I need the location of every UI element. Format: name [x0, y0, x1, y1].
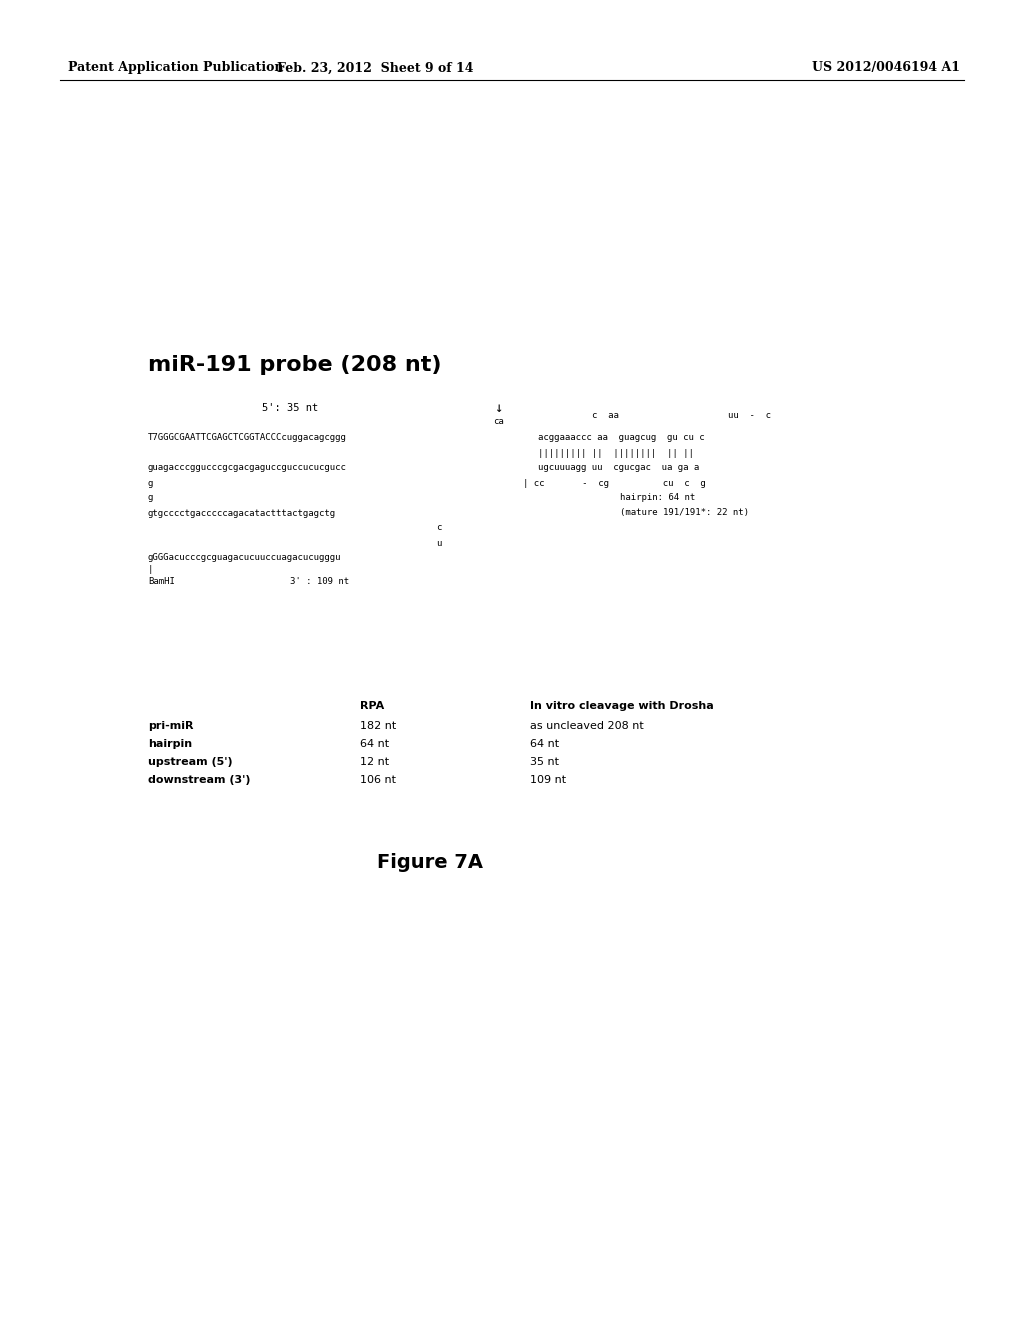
Text: hairpin: 64 nt: hairpin: 64 nt — [620, 494, 695, 503]
Text: 35 nt: 35 nt — [530, 756, 559, 767]
Text: RPA: RPA — [360, 701, 384, 711]
Text: upstream (5'): upstream (5') — [148, 756, 232, 767]
Text: 64 nt: 64 nt — [530, 739, 559, 748]
Text: gGGGacucccgcguagacucuuccuagacucugggu: gGGGacucccgcguagacucuuccuagacucugggu — [148, 553, 341, 562]
Text: acggaaaccc aa  guagcug  gu cu c: acggaaaccc aa guagcug gu cu c — [538, 433, 705, 442]
Text: T7GGGCGAATTCGAGCTCGGTACCCcuggacagcggg: T7GGGCGAATTCGAGCTCGGTACCCcuggacagcggg — [148, 433, 347, 442]
Text: 5': 35 nt: 5': 35 nt — [262, 403, 318, 413]
Text: (mature 191/191*: 22 nt): (mature 191/191*: 22 nt) — [620, 508, 749, 517]
Text: pri-miR: pri-miR — [148, 721, 194, 731]
Text: c: c — [436, 524, 441, 532]
Text: 12 nt: 12 nt — [360, 756, 389, 767]
Text: 109 nt: 109 nt — [530, 775, 566, 785]
Text: Feb. 23, 2012  Sheet 9 of 14: Feb. 23, 2012 Sheet 9 of 14 — [276, 62, 473, 74]
Text: Figure 7A: Figure 7A — [377, 853, 483, 871]
Text: gtgcccctgacccccagacatactttactgagctg: gtgcccctgacccccagacatactttactgagctg — [148, 508, 336, 517]
Text: 3' : 109 nt: 3' : 109 nt — [290, 578, 349, 586]
Text: |: | — [148, 565, 154, 574]
Text: g: g — [148, 479, 154, 487]
Text: In vitro cleavage with Drosha: In vitro cleavage with Drosha — [530, 701, 714, 711]
Text: miR-191 probe (208 nt): miR-191 probe (208 nt) — [148, 355, 441, 375]
Text: c  aa: c aa — [592, 412, 618, 421]
Text: 106 nt: 106 nt — [360, 775, 396, 785]
Text: hairpin: hairpin — [148, 739, 193, 748]
Text: guagacccggucccgcgacgaguccguccucucgucc: guagacccggucccgcgacgaguccguccucucgucc — [148, 463, 347, 473]
Text: US 2012/0046194 A1: US 2012/0046194 A1 — [812, 62, 961, 74]
Text: | cc       -  cg          cu  c  g: | cc - cg cu c g — [523, 479, 706, 487]
Text: as uncleaved 208 nt: as uncleaved 208 nt — [530, 721, 644, 731]
Text: ca: ca — [493, 417, 504, 426]
Text: ugcuuuagg uu  cgucgac  ua ga a: ugcuuuagg uu cgucgac ua ga a — [538, 463, 699, 473]
Text: ↓: ↓ — [494, 401, 502, 414]
Text: 64 nt: 64 nt — [360, 739, 389, 748]
Text: 182 nt: 182 nt — [360, 721, 396, 731]
Text: g: g — [148, 494, 154, 503]
Text: u: u — [436, 539, 441, 548]
Text: Patent Application Publication: Patent Application Publication — [68, 62, 284, 74]
Text: uu  -  c: uu - c — [728, 412, 771, 421]
Text: downstream (3'): downstream (3') — [148, 775, 251, 785]
Text: ||||||||| ||  ||||||||  || ||: ||||||||| || |||||||| || || — [538, 449, 694, 458]
Text: BamHI: BamHI — [148, 578, 175, 586]
